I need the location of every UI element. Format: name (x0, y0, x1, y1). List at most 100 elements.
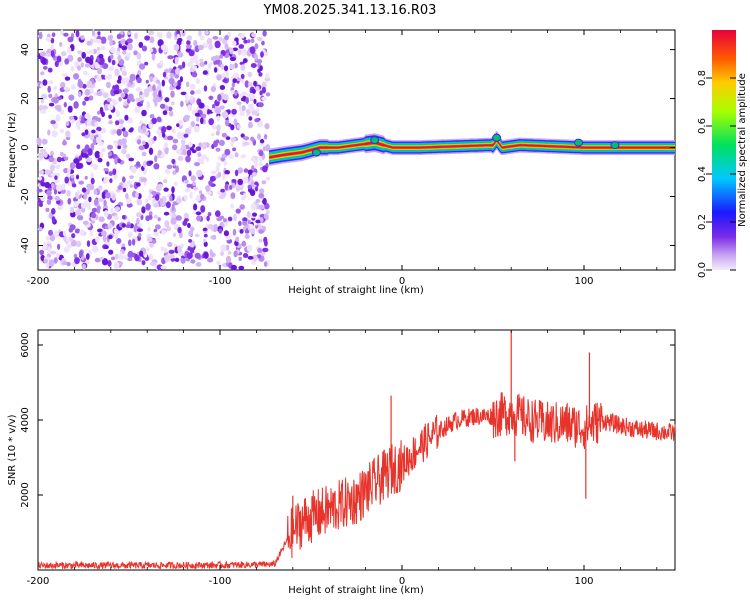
noise-blob (40, 71, 45, 76)
noise-blob (53, 189, 58, 195)
noise-blob (83, 70, 88, 76)
noise-blob (38, 202, 44, 207)
noise-blob (240, 73, 245, 80)
noise-blob (111, 194, 116, 201)
noise-blob (247, 39, 251, 43)
noise-blob (218, 194, 225, 199)
noise-blob (65, 121, 70, 126)
spectrogram-y-tick-label: -40 (20, 237, 31, 253)
noise-blob (127, 250, 134, 258)
noise-blob (73, 158, 80, 164)
noise-blob (206, 191, 212, 196)
noise-blob (187, 104, 193, 112)
noise-blob (171, 203, 175, 211)
noise-blob (51, 208, 56, 215)
noise-blob (180, 91, 187, 96)
ridge-bump (610, 141, 620, 150)
noise-blob (66, 261, 71, 267)
noise-blob (149, 76, 154, 83)
noise-blob (196, 116, 200, 122)
noise-blob (63, 86, 69, 91)
noise-blob (148, 139, 153, 147)
noise-blob (105, 81, 111, 89)
noise-blob (101, 258, 109, 266)
snr-x-label: Height of straight line (km) (288, 585, 424, 596)
noise-blob (134, 32, 138, 40)
noise-blob (87, 203, 91, 211)
noise-blob (224, 34, 230, 41)
noise-blob (206, 215, 210, 222)
noise-blob (258, 193, 265, 199)
noise-blob (106, 97, 112, 103)
noise-blob (110, 207, 114, 214)
noise-blob (103, 176, 109, 183)
noise-blob (196, 157, 204, 163)
noise-blob (119, 251, 123, 259)
noise-blob (232, 78, 237, 84)
noise-blob (168, 254, 175, 259)
noise-blob (46, 53, 52, 57)
noise-blob (48, 156, 55, 162)
colorbar-tick-label: 0.6 (697, 118, 708, 134)
noise-blob (95, 236, 100, 243)
noise-blob (255, 219, 262, 224)
noise-blob (244, 80, 249, 88)
noise-blob (98, 216, 105, 223)
noise-blob (232, 228, 237, 236)
noise-blob (86, 240, 91, 248)
noise-blob (67, 47, 72, 54)
noise-blob (83, 192, 88, 200)
noise-blob (207, 63, 212, 70)
noise-blob (182, 149, 187, 156)
noise-blob (208, 95, 214, 101)
noise-blob (160, 265, 167, 270)
noise-blob (85, 56, 91, 63)
noise-blob (210, 132, 215, 137)
noise-blob (204, 60, 208, 65)
noise-blob (228, 250, 232, 255)
noise-blob (69, 162, 76, 170)
noise-blob (239, 110, 245, 116)
noise-blob (71, 233, 76, 239)
noise-blob (188, 141, 193, 148)
noise-blob (68, 94, 75, 101)
noise-blob (251, 32, 257, 38)
noise-blob (122, 130, 129, 138)
noise-blob (78, 155, 83, 161)
noise-blob (97, 117, 101, 122)
noise-blob (103, 199, 107, 207)
noise-blob (38, 31, 43, 40)
spectrogram-x-label: Height of straight line (km) (288, 285, 424, 296)
noise-blob (225, 71, 229, 79)
noise-blob (196, 169, 203, 178)
noise-blob (227, 109, 231, 114)
noise-blob (156, 129, 162, 135)
noise-blob (127, 231, 133, 238)
noise-blob (148, 193, 152, 201)
noise-blob (248, 116, 253, 121)
noise-blob (62, 261, 68, 265)
noise-blob (50, 120, 56, 125)
noise-blob (207, 212, 212, 217)
noise-blob (163, 178, 168, 184)
noise-blob (139, 91, 143, 96)
noise-blob (216, 124, 221, 132)
snr-frame (37, 329, 676, 571)
noise-blob (93, 198, 99, 206)
colorbar-tick-label: 0.8 (697, 70, 708, 86)
noise-blob (232, 47, 238, 52)
noise-blob (242, 58, 248, 64)
noise-blob (162, 71, 167, 78)
noise-blob (239, 229, 244, 234)
noise-blob (238, 220, 242, 226)
noise-blob (135, 191, 139, 199)
noise-blob (108, 114, 112, 119)
noise-blob (186, 35, 192, 41)
noise-blob (186, 149, 192, 157)
noise-blob (229, 154, 234, 159)
noise-blob (160, 128, 165, 134)
noise-blob (170, 101, 175, 106)
noise-blob (209, 175, 216, 182)
noise-blob (147, 226, 151, 232)
snr-y-label: SNR (10 * v/v) (7, 414, 18, 485)
